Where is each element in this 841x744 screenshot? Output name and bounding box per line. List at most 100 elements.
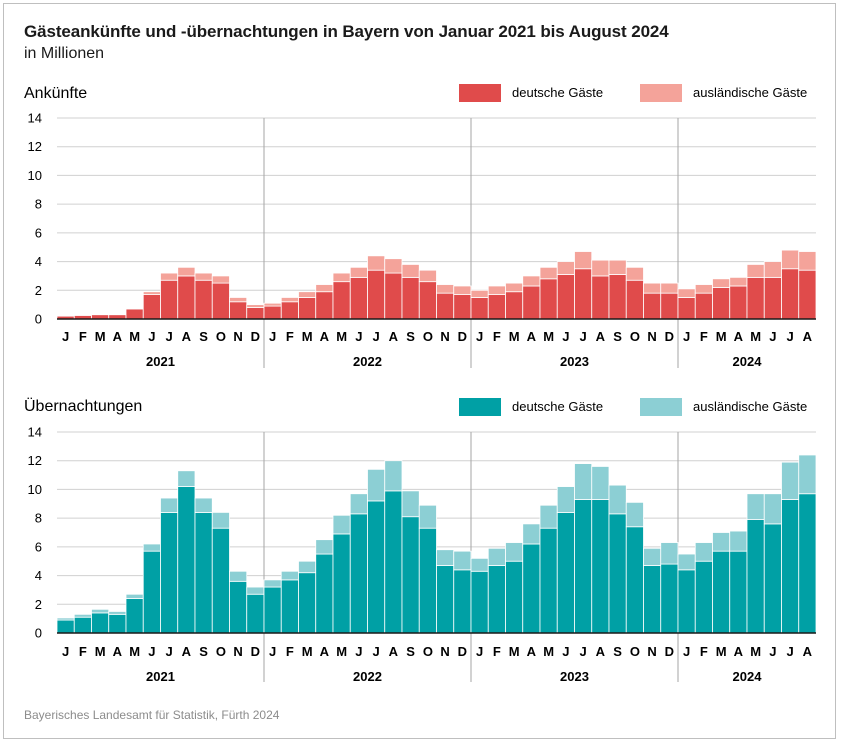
x-month-label: A [389,329,399,344]
bar-nights-foreign [591,466,610,500]
bar-nights-foreign [211,512,230,529]
x-month-label: S [613,644,622,659]
bar-nights-foreign [763,493,782,525]
x-month-label: A [527,644,537,659]
bar-arrivals-foreign [591,259,610,277]
bar-arrivals-domestic [315,291,334,320]
bar-arrivals-foreign [246,304,265,308]
bar-arrivals-domestic [280,301,299,320]
bar-arrivals-domestic [332,281,351,320]
x-month-label: J [148,644,155,659]
bar-arrivals-domestic [625,279,644,320]
bar-arrivals-domestic [246,307,265,320]
bar-nights-foreign [401,490,420,518]
bar-arrivals-domestic [263,305,282,320]
bar-nights-domestic [73,616,92,634]
bar-arrivals-foreign [108,313,127,316]
bar-arrivals-foreign [142,291,161,295]
chart-frame [3,3,836,739]
bar-nights-domestic [625,526,644,634]
bar-nights-domestic [608,513,627,634]
x-month-label: J [166,329,173,344]
bar-nights-foreign [625,501,644,528]
bar-nights-domestic [591,499,610,634]
bar-nights-domestic [729,550,748,634]
bar-nights-foreign [142,543,161,552]
bar-nights-domestic [574,499,593,634]
bar-nights-foreign [539,504,558,529]
x-month-label: M [750,329,761,344]
bar-nights-foreign [660,542,679,565]
x-month-label: N [440,644,449,659]
bar-arrivals-foreign [263,302,282,307]
x-month-label: J [683,329,690,344]
bar-arrivals-foreign [367,255,386,271]
bar-nights-domestic [211,527,230,634]
x-month-label: F [493,644,501,659]
x-year-label: 2024 [733,669,763,684]
bar-arrivals-foreign [384,258,403,274]
bar-nights-domestic [160,512,179,634]
x-month-label: M [509,329,520,344]
bar-arrivals-foreign [729,276,748,287]
bar-nights-foreign [470,557,489,572]
bar-arrivals-domestic [125,308,144,320]
x-month-label: A [389,644,399,659]
bar-arrivals-foreign [677,288,696,298]
x-month-label: A [320,329,330,344]
x-month-label: M [543,329,554,344]
bar-arrivals-domestic [539,278,558,320]
x-month-label: D [251,329,260,344]
bar-nights-domestic [781,499,800,634]
y-tick-label: 14 [28,425,42,440]
bar-nights-domestic [694,560,713,634]
x-month-label: N [233,329,242,344]
bar-nights-domestic [246,593,265,634]
bar-nights-foreign [349,493,368,515]
bar-nights-foreign [608,484,627,515]
x-month-label: D [458,644,467,659]
bar-nights-domestic [177,486,196,634]
y-tick-label: 0 [35,312,42,327]
bar-nights-domestic [367,500,386,634]
panel-title-overnight-stays: Übernachtungen [24,397,142,415]
x-month-label: J [166,644,173,659]
bar-nights-domestic [332,533,351,634]
bar-arrivals-domestic [436,292,455,320]
x-month-label: M [336,329,347,344]
x-month-label: F [493,329,501,344]
x-month-label: A [803,644,813,659]
legend-swatch-foreign-arrivals [640,84,682,102]
bar-arrivals-domestic [229,301,248,320]
bar-arrivals-domestic [608,274,627,320]
bar-arrivals-domestic [660,292,679,320]
bar-arrivals-foreign [211,275,230,284]
x-month-label: A [182,644,192,659]
bar-arrivals-foreign [436,284,455,294]
x-month-label: A [803,329,813,344]
bar-arrivals-foreign [487,285,506,295]
x-month-label: S [199,329,208,344]
bar-nights-domestic [298,572,317,634]
bar-arrivals-foreign [625,266,644,281]
bar-nights-domestic [142,550,161,634]
bar-arrivals-domestic [177,275,196,320]
x-month-label: J [769,329,776,344]
bar-nights-domestic [539,527,558,634]
x-year-label: 2022 [353,669,382,684]
y-tick-label: 12 [28,139,42,154]
bar-arrivals-foreign [763,261,782,278]
x-month-label: O [423,644,433,659]
bar-arrivals-foreign [539,266,558,280]
x-month-label: F [79,329,87,344]
bar-arrivals-foreign [470,289,489,298]
bar-arrivals-domestic [505,291,524,320]
bar-arrivals-foreign [712,278,731,288]
x-year-label: 2021 [146,354,175,369]
x-month-label: M [129,329,140,344]
x-month-label: F [286,329,294,344]
x-month-label: A [320,644,330,659]
x-month-label: N [233,644,242,659]
x-month-label: S [199,644,208,659]
